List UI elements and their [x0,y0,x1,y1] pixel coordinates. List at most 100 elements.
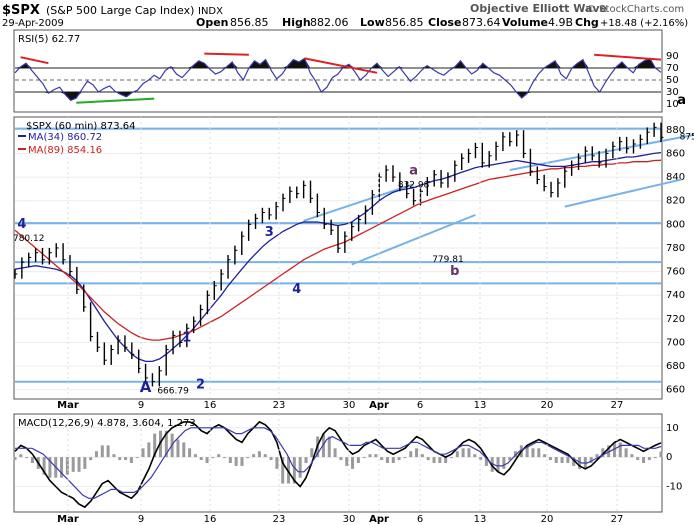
macd-histogram-bar [48,457,52,478]
rsi-divergence-line [76,97,155,104]
macd-plot: -10 0 10 [13,420,682,509]
price-tick-label: 740 [666,290,685,301]
macd-histogram-bar [275,457,279,469]
date-label: Apr [369,514,389,525]
macd-histogram-bar [415,448,419,458]
macd-histogram-bar [129,457,133,463]
date-label: 23 [273,514,286,525]
macd-histogram-bar [13,457,17,461]
macd-histogram-bar [432,457,436,463]
rsi-tick-label: 30 [666,87,679,98]
macd-histogram-bar [83,457,87,469]
date-label: Mar [57,514,79,525]
macd-title: MACD(12,26,9) 4.878, 3.604, 1.273 [18,418,196,429]
macd-histogram-bar [601,448,605,458]
macd-histogram-bar [298,457,302,478]
channel-line [564,178,682,208]
wave-label: A [140,378,152,396]
macd-histogram-bar [578,457,582,469]
chg-value: +18.48 (+2.16%) [600,18,688,29]
date-label: 20 [541,400,554,411]
macd-histogram-bar [141,448,145,458]
x-axis-bottom: Mar 9 16 23 30 Apr 6 13 20 27 [57,414,623,525]
macd-histogram-bar [514,451,518,458]
macd-histogram-bar [100,445,104,458]
date-label: 9 [138,514,144,525]
date-label: 23 [273,400,286,411]
price-tick-label: 860 [666,148,685,159]
macd-histogram-bar [397,457,401,461]
rsi-divergence-line [304,57,378,74]
macd-histogram-bar [554,457,558,463]
macd-histogram-bar [164,430,168,458]
wave-label: a [409,164,418,179]
macd-histogram-bar [345,457,349,466]
price-tick-label: 720 [666,314,685,325]
macd-histogram-bar [548,457,552,461]
macd-histogram-bar [391,457,395,463]
volume-value: 4.9B [548,16,573,29]
date-label: 30 [343,514,356,525]
price-tick-label: 780 [666,243,685,254]
open-label: Open [196,16,229,29]
macd-histogram-bar [636,457,640,461]
date-label: 6 [417,514,423,525]
price-tick-label: 800 [666,219,685,230]
macd-histogram-bar [217,454,221,458]
macd-histogram-bar [508,457,512,461]
macd-histogram-bar [310,448,314,458]
rsi-divergence-line [204,52,249,56]
macd-histogram-bar [374,454,378,458]
wave-label: 2 [196,378,205,393]
macd-histogram-bar [176,439,180,458]
low-value: 856.85 [385,16,424,29]
macd-histogram-bar [124,457,128,461]
macd-histogram-bar [287,457,291,484]
chg-label: Chg [575,16,599,29]
macd-histogram-bar [595,454,599,458]
macd-histogram-bar [240,457,244,466]
chart-exchange: INDX [198,6,223,17]
macd-tick-label: 10 [666,423,679,434]
macd-histogram-bar [444,457,448,463]
macd-histogram-bar [420,454,424,458]
rsi-tick-label: 90 [666,51,679,62]
legend-entry: MA(89) 854.16 [28,145,102,156]
macd-histogram-bar [71,457,75,472]
macd-histogram-bar [659,451,663,458]
macd-histogram-bar [234,457,238,466]
macd-signal-line [15,427,662,499]
macd-histogram-bar [612,442,616,458]
date-label: 27 [611,514,624,525]
price-tick-label: 840 [666,172,685,183]
macd-histogram-bar [560,457,564,463]
price-annotation: 779.81 [432,255,464,265]
price-tick-label: 880 [666,125,685,136]
macd-histogram-bar [409,451,413,458]
low-label: Low [360,16,385,29]
price-annotation: 875.63 [680,132,694,142]
price-title: $SPX (60 min) 873.64 [26,121,136,132]
macd-histogram-bar [188,448,192,458]
macd-histogram-bar [304,457,308,463]
rsi-panel [13,29,663,113]
date-label: 16 [204,514,217,525]
copyright: © StockCharts.com [586,4,684,15]
macd-histogram-bar [467,448,471,458]
macd-histogram-bar [182,442,186,458]
macd-histogram-bar [385,457,389,463]
macd-histogram-bar [112,454,116,458]
macd-histogram-bar [339,457,343,461]
macd-histogram-bar [362,457,366,459]
macd-histogram-bar [537,448,541,458]
rsi-divergence-line [594,53,662,61]
rsi-tick-label: 50 [666,75,679,86]
macd-histogram-bar [60,457,64,478]
price-tick-label: 820 [666,196,685,207]
price-annotation: 780.12 [13,234,45,244]
wave-label: b [450,264,459,279]
macd-tick-label: -10 [666,482,682,493]
macd-histogram-bar [228,457,232,463]
macd-histogram-bar [624,448,628,458]
macd-histogram-bar [525,445,529,458]
